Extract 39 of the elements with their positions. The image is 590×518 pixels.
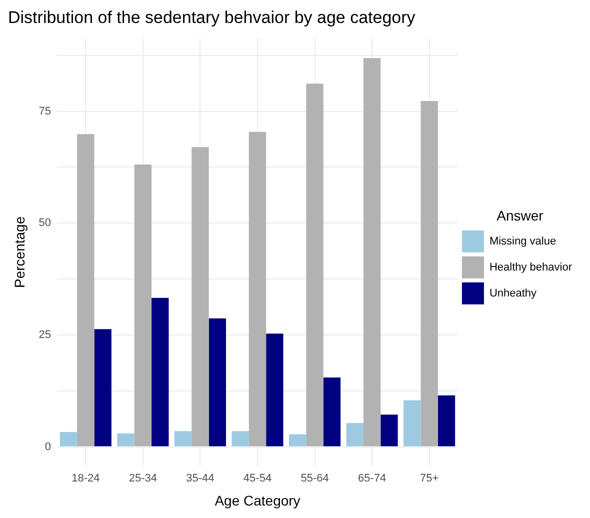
bar [94,329,112,446]
bar [438,395,456,446]
x-tick-label: 55-64 [300,472,329,485]
x-tick-label: 75+ [420,472,439,485]
y-tick-label: 25 [38,328,52,341]
bar [306,84,324,446]
bar [323,377,341,446]
bar [117,433,134,446]
bar [346,423,364,446]
y-tick-label: 75 [38,105,52,118]
bar [420,101,438,446]
x-tick-label: 45-54 [243,472,272,485]
bar [248,132,266,446]
bar [380,414,398,446]
bar [192,147,209,446]
x-tick-label: 35-44 [186,472,214,485]
legend-title: Answer [496,207,544,224]
x-axis-title: Age Category [214,492,300,508]
legend-label: Missing value [489,235,556,248]
y-tick-label: 50 [38,217,52,230]
bar [404,400,421,446]
x-tick-label: 25-34 [128,472,158,485]
bar [266,334,284,446]
bar [363,58,381,446]
legend-label: Healthy behavior [489,261,572,274]
bar [60,432,78,446]
y-tick-label: 0 [44,440,52,453]
bar [288,434,306,446]
chart-title: Distribution of the sedentary behvaior by age category [8,8,416,27]
bar [134,164,152,446]
bar [174,431,192,446]
bar [152,298,169,446]
bar [208,318,226,446]
y-axis-title: Percentage [11,216,28,288]
bar [232,431,249,446]
bar [77,134,94,446]
legend-label: Unheathy [489,287,538,300]
x-tick-label: 18-24 [72,472,100,485]
x-tick-label: 65-74 [358,472,386,485]
